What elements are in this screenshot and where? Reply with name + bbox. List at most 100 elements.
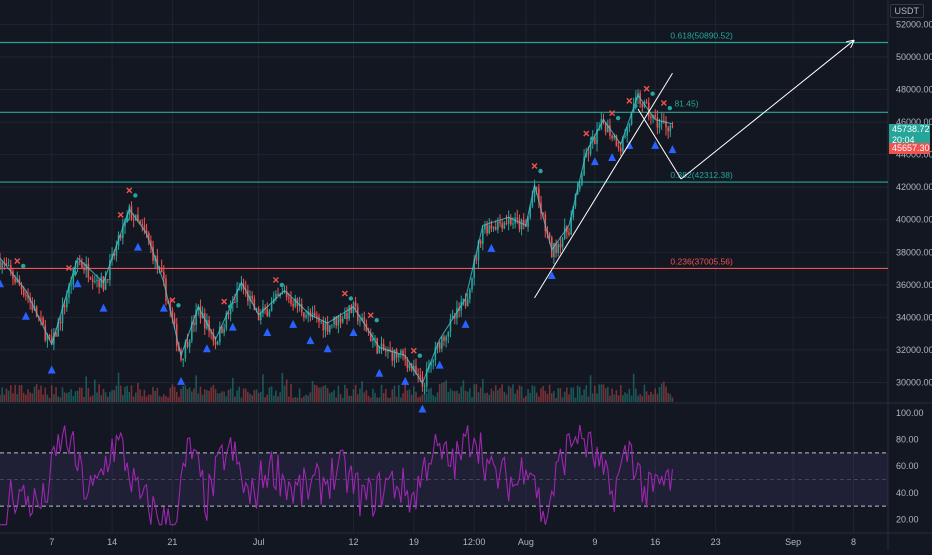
volume-bar	[568, 394, 570, 402]
candle-body	[568, 232, 570, 235]
candle-body	[404, 355, 407, 360]
candle-body	[555, 243, 557, 253]
volume-bar	[436, 392, 439, 402]
candle-body	[255, 308, 258, 311]
volume-bar	[361, 381, 363, 402]
trend-lines[interactable]	[534, 41, 854, 299]
candle-body	[57, 321, 59, 337]
volume-bar	[313, 384, 316, 402]
candle-body	[234, 301, 236, 303]
volume-bar	[12, 393, 14, 402]
volume-bar	[335, 397, 338, 402]
volume-bar	[576, 385, 579, 402]
volume-bar	[68, 392, 70, 402]
candle-body	[449, 318, 452, 332]
volume-bar	[281, 372, 284, 402]
candle-body	[163, 272, 165, 279]
candle-body	[171, 310, 174, 319]
y-tick-label: 48000.00	[896, 85, 932, 95]
candle-body	[559, 244, 562, 248]
volume-bar	[27, 389, 29, 402]
sell-signal-marker	[660, 100, 667, 107]
candle-body	[617, 146, 620, 149]
x-tick-label: 12	[348, 537, 358, 547]
volume-bar	[471, 397, 473, 402]
volume-bar	[572, 387, 575, 402]
buy-signal-marker	[99, 303, 108, 312]
signal-dot	[279, 282, 285, 288]
candle-body	[91, 279, 94, 282]
volume-bar	[0, 395, 1, 402]
volume-bar	[339, 394, 342, 402]
volume-bar	[81, 387, 83, 402]
volume-bar	[671, 397, 674, 402]
candle-body	[288, 297, 290, 299]
fib-levels[interactable]: 0.618(50890.52) 0.382(42312.38) 0.236(3700…	[0, 30, 888, 270]
candle-body	[361, 317, 363, 321]
candle-body	[251, 295, 253, 299]
candle-body	[417, 373, 419, 375]
volume-bar	[126, 385, 128, 402]
volume-bar	[630, 395, 633, 402]
volume-bar	[253, 390, 256, 402]
rsi-tick-label: 80.00	[896, 435, 919, 445]
volume-bar	[365, 390, 368, 402]
buy-signal-marker	[487, 243, 496, 252]
volume-bar	[9, 385, 12, 402]
volume-bar	[268, 387, 271, 402]
volume-bar	[654, 388, 657, 402]
volume-bar	[594, 385, 596, 402]
candle-body	[292, 303, 294, 307]
volume-bar	[279, 392, 281, 402]
y-tick-label: 32000.00	[896, 345, 932, 355]
volume-bar	[182, 385, 185, 402]
candle-body	[152, 246, 154, 261]
volume-bar	[425, 393, 428, 402]
buy-signal-marker	[306, 336, 315, 345]
candle-body	[609, 125, 611, 136]
volume-bar	[404, 384, 407, 402]
volume-bar	[382, 392, 385, 402]
candle-body	[44, 324, 47, 341]
candle-body	[76, 261, 79, 267]
sell-signal-marker	[583, 130, 590, 137]
candle-body	[9, 265, 12, 272]
volume-bar	[458, 393, 460, 402]
candle-body	[445, 336, 447, 341]
candle-body	[193, 322, 195, 326]
candle-body	[505, 222, 508, 224]
volume-bar	[316, 385, 318, 402]
volume-bar	[270, 386, 273, 402]
candle-body	[31, 301, 34, 311]
volume-bar	[507, 385, 510, 402]
volume-bar	[188, 387, 191, 402]
y-tick-label: 46000.00	[896, 117, 932, 127]
sell-signal-marker	[221, 298, 228, 305]
volume-bar	[234, 396, 236, 402]
volume-bar	[512, 384, 514, 402]
volume-bar	[660, 383, 663, 402]
volume-bar	[132, 396, 135, 402]
signal-dot	[374, 317, 379, 323]
currency-badge[interactable]: USDT	[889, 4, 924, 18]
candle-body	[462, 299, 465, 302]
volume-bar	[322, 385, 325, 402]
candle-body	[544, 214, 547, 232]
volume-bar	[57, 396, 59, 402]
volume-bar	[518, 385, 521, 402]
buy-signal-marker	[0, 279, 4, 288]
candle-body	[182, 358, 185, 361]
volume-bar	[596, 393, 598, 402]
volume-bar	[553, 391, 555, 402]
candle-body	[341, 318, 344, 323]
candle-body	[206, 320, 208, 329]
candle-body	[22, 289, 25, 296]
moving-average-line	[0, 94, 673, 385]
candle-body	[576, 189, 579, 195]
candle-body	[447, 331, 450, 337]
candle-body	[415, 365, 417, 374]
candle-body	[619, 148, 622, 152]
buy-signal-marker	[651, 140, 660, 149]
